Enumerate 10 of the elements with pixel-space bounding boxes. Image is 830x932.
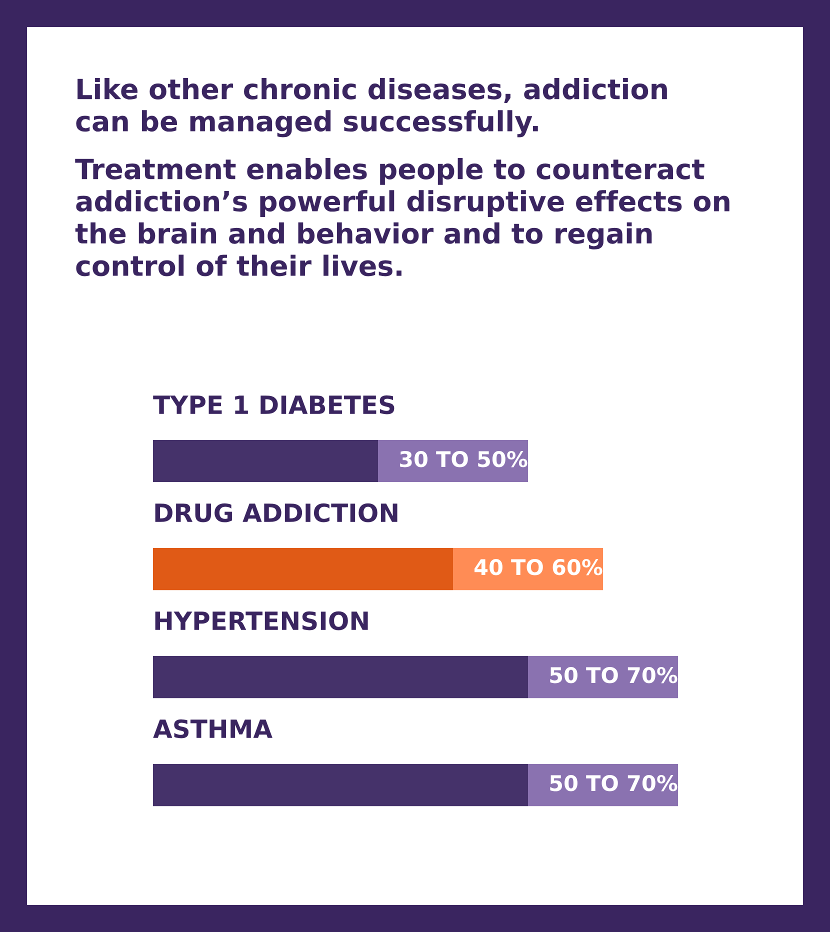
y-tick-label: HYPERTENSION xyxy=(155,611,368,630)
data-label: 30 TO 50% xyxy=(400,450,528,468)
chart-title: Like other chronic diseases, addiction can be managed successfully. xyxy=(76,78,667,138)
y-tick-label: TYPE 1 DIABETES xyxy=(153,395,394,414)
chart-subtitle: Treatment enables people to counteract addiction’s powerful disruptive effects on the brain and behavior and to regain control of their lives. xyxy=(75,158,730,276)
data-label: 40 TO 60% xyxy=(474,558,602,576)
y-tick-label: DRUG ADDICTION xyxy=(155,503,398,522)
data-label: 50 TO 70% xyxy=(550,774,678,792)
data-label: 50 TO 70% xyxy=(550,666,678,684)
y-tick-label: ASTHMA xyxy=(153,719,272,738)
